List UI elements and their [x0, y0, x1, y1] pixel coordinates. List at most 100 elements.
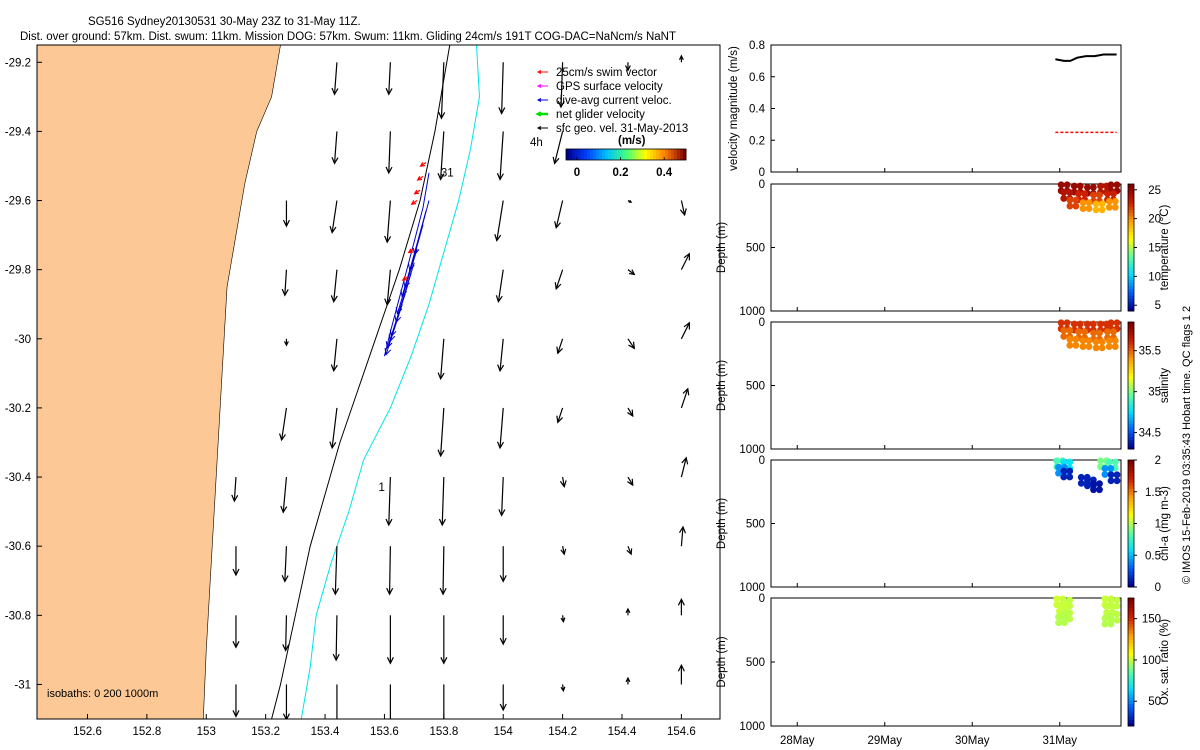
colorbar-cell	[1128, 498, 1134, 502]
salinity-sample	[1097, 320, 1104, 328]
colorbar-cell	[1128, 694, 1134, 698]
map-plot-area: 31 1 isobaths: 0 200 1000m	[37, 45, 690, 719]
colorbar-cell	[1128, 665, 1134, 669]
colorbar-cell	[578, 149, 582, 160]
temperature-sample	[1098, 200, 1106, 208]
geo-vector-0-head	[331, 87, 339, 96]
map-xtick-label: 152.6	[73, 726, 102, 738]
colorbar-cell	[1128, 231, 1134, 236]
colorbar-frame	[1127, 321, 1135, 450]
geo-vector-40-shaft	[233, 477, 237, 502]
chl-a-sample	[1113, 471, 1121, 479]
dac-vector-8-shaft	[386, 293, 406, 349]
colorbar-cell	[596, 149, 600, 160]
chl-a-sample	[1083, 479, 1091, 487]
colorbar-cell	[602, 149, 606, 160]
colorbar-cell	[1128, 241, 1134, 245]
map-xtick-label: 153.2	[251, 726, 280, 738]
colorbar-cell	[1128, 520, 1134, 524]
salinity-panel: 0 500 1000 Depth (m) 34.5 35 35.5 salinity	[716, 317, 1171, 456]
temperature-sample	[1057, 181, 1065, 189]
geo-vector-11-head	[552, 156, 560, 165]
oxygen-sample	[1055, 619, 1062, 627]
colorbar-tick-label: 100	[1142, 655, 1161, 667]
time-xtick-label: 29May	[867, 735, 902, 747]
geo-vector-48-head	[232, 568, 240, 577]
colorbar-cell	[1128, 577, 1134, 582]
chl-a-sample	[1107, 471, 1115, 479]
geo-vector-1-head	[385, 87, 393, 96]
geo-vector-6-head	[678, 54, 684, 60]
temperature-sample	[1107, 181, 1115, 189]
geo-vector-27-shaft	[333, 338, 338, 371]
oxygen-ytick-label: 0	[759, 593, 765, 605]
geo-vector-32-head	[683, 321, 690, 330]
colorbar-cell	[1128, 337, 1134, 342]
temperature-sample	[1083, 183, 1091, 191]
colorbar-cell	[1128, 620, 1134, 625]
map-ytick-label: -29.4	[5, 126, 32, 138]
geo-vector-47-head	[681, 456, 689, 465]
dac-vector-9-head	[384, 347, 392, 356]
colorbar-cell	[1128, 328, 1134, 333]
geo-vector-21-shaft	[386, 269, 391, 305]
temperature-ytick-label: 0	[759, 179, 765, 191]
geo-vector-4-shaft	[560, 62, 564, 108]
geo-vector-64-head	[625, 607, 631, 614]
geo-vector-19	[281, 269, 289, 297]
salinity-sample	[1079, 337, 1087, 344]
geo-vector-16-shaft	[555, 200, 564, 228]
colorbar-cell	[1128, 260, 1134, 264]
colorbar-cell	[1128, 196, 1134, 201]
salinity-axes-frame	[770, 321, 1122, 450]
dac-vector-9	[384, 304, 403, 356]
colorbar-cell	[671, 149, 675, 160]
geo-vector-73	[625, 676, 631, 685]
colorbar-cell	[1128, 507, 1134, 512]
colorbar-cell	[1128, 513, 1134, 518]
dac-vector-4-shaft	[396, 248, 418, 314]
geo-vector-51	[386, 546, 394, 596]
colorbar-cell	[1128, 442, 1134, 447]
colorbar-cell	[1128, 571, 1134, 575]
oxygen-sample	[1061, 619, 1068, 627]
legend-marker-2-head	[536, 98, 542, 102]
colorbar-cell	[1128, 558, 1134, 563]
geo-vector-49-shaft	[284, 546, 288, 582]
colorbar-cell	[1128, 539, 1134, 544]
salinity-sample	[1079, 343, 1087, 350]
colorbar-cell	[572, 149, 576, 160]
geo-vector-7-shaft	[333, 131, 338, 164]
colorbar-cell	[1128, 722, 1134, 727]
geo-vector-50	[331, 546, 340, 596]
geo-vector-65-head	[677, 597, 685, 606]
geo-vector-72-head	[560, 686, 566, 693]
colorbar-cell	[1128, 187, 1134, 191]
temperature-sample	[1113, 181, 1121, 189]
oxygen-sample	[1101, 620, 1109, 628]
geo-vector-42-head	[385, 518, 393, 527]
geo-vector-45-shaft	[562, 476, 565, 487]
colorbar-cell	[1128, 372, 1134, 377]
colorbar-cell	[1128, 344, 1134, 348]
legend-marker-1-head	[536, 84, 542, 88]
geo-vector-57	[232, 615, 240, 649]
geo-vector-63	[560, 615, 566, 624]
geo-vector-4-head	[557, 100, 565, 109]
colorbar-cell	[1128, 504, 1134, 509]
chl-a-sample	[1097, 457, 1104, 465]
colorbar-cell	[1128, 475, 1134, 480]
colorbar-cell	[1128, 533, 1134, 537]
salinity-sample	[1066, 341, 1074, 349]
colorbar-cell	[1128, 433, 1134, 437]
chl-a-sample	[1077, 473, 1085, 481]
oxygen-sample	[1103, 603, 1111, 610]
geo-vector-58-head	[282, 644, 290, 652]
temperature-colorbar-label: temperature (°C)	[1159, 204, 1171, 290]
geo-vector-23	[554, 269, 564, 291]
salinity-sample	[1104, 328, 1111, 336]
speed-colorbar: (m/s) 0 0.2 0.4	[565, 135, 687, 179]
colorbar-cell	[1128, 517, 1134, 521]
colorbar-cell	[1128, 690, 1134, 695]
